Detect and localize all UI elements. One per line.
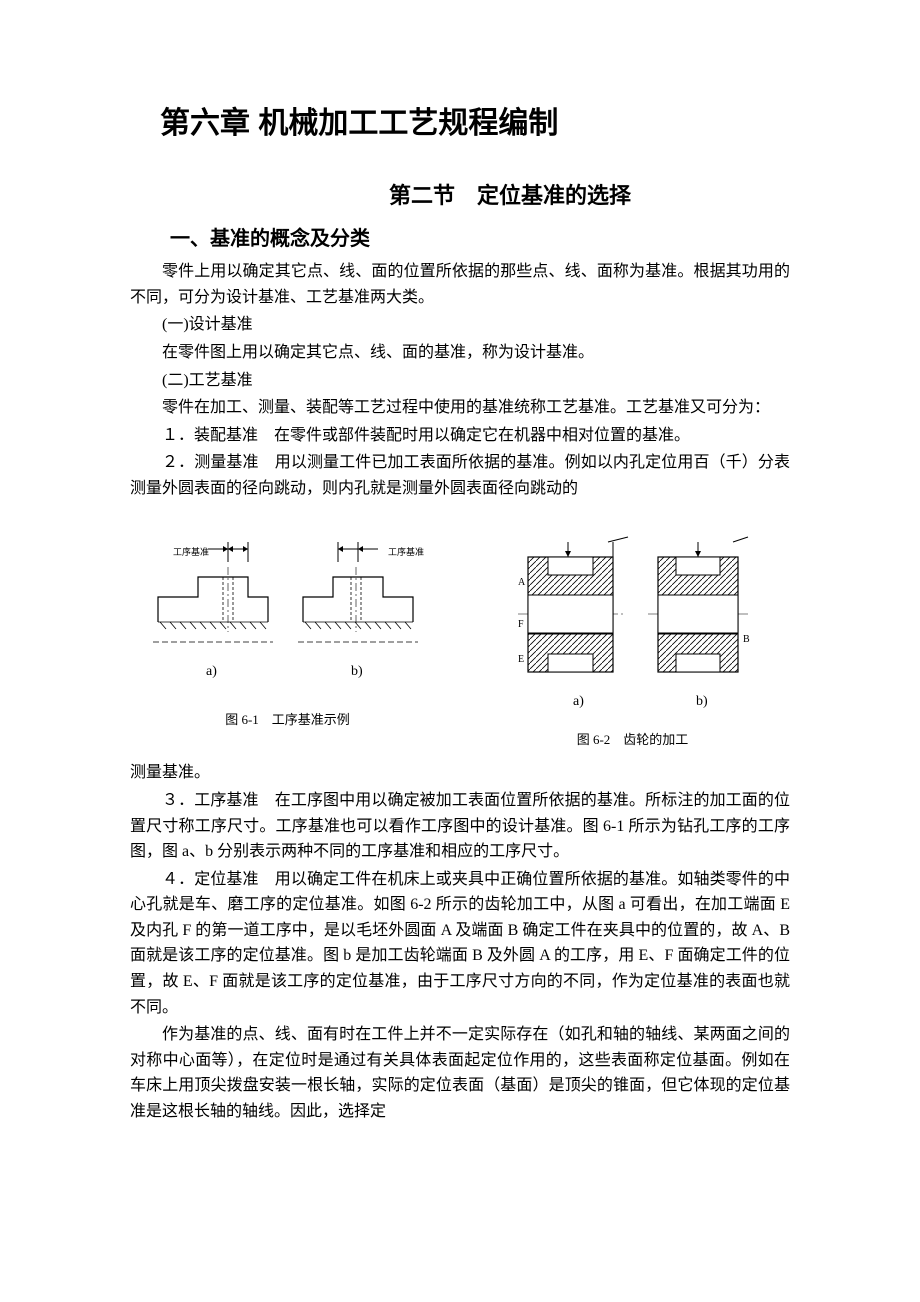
figure-6-1: 工序基准 xyxy=(130,527,445,751)
diagram-6-2: A F E a) B b) xyxy=(508,527,758,722)
para-7: ２．测量基准 用以测量工件已加工表面所依据的基准。例如以内孔定位用百（千）分表测… xyxy=(130,450,790,501)
svg-text:E: E xyxy=(518,654,524,665)
para-10: ４．定位基准 用以确定工件在机床上或夹具中正确位置所依据的基准。如轴类零件的中心… xyxy=(130,867,790,1021)
svg-text:F: F xyxy=(518,619,524,630)
para-4: (二)工艺基准 xyxy=(130,368,790,394)
figure-6-1-caption: 图 6-1 工序基准示例 xyxy=(225,710,350,731)
section-title: 第二节 定位基准的选择 xyxy=(230,178,790,213)
para-8: 测量基准。 xyxy=(130,760,790,786)
figures-row: 工序基准 xyxy=(130,527,790,751)
fig2-sub-a: a) xyxy=(573,694,584,709)
para-3: 在零件图上用以确定其它点、线、面的基准，称为设计基准。 xyxy=(130,340,790,366)
fig2-sub-b: b) xyxy=(696,694,708,709)
para-11: 作为基准的点、线、面有时在工件上并不一定实际存在（如孔和轴的轴线、某两面之间的对… xyxy=(130,1022,790,1124)
diagram-6-1: 工序基准 xyxy=(138,527,438,702)
svg-text:A: A xyxy=(518,577,526,588)
para-2: (一)设计基准 xyxy=(130,312,790,338)
subsection-title: 一、基准的概念及分类 xyxy=(170,223,790,255)
fig1-sub-a: a) xyxy=(206,664,217,679)
para-9: ３．工序基准 在工序图中用以确定被加工表面位置所依据的基准。所标注的加工面的位置… xyxy=(130,788,790,865)
para-6: １．装配基准 在零件或部件装配时用以确定它在机器中相对位置的基准。 xyxy=(130,423,790,449)
para-5: 零件在加工、测量、装配等工艺过程中使用的基准统称工艺基准。工艺基准又可分为： xyxy=(130,395,790,421)
fig1-label-right: 工序基准 xyxy=(388,546,424,557)
fig1-sub-b: b) xyxy=(351,664,363,679)
fig1-label-left: 工序基准 xyxy=(173,546,209,557)
chapter-title: 第六章 机械加工工艺规程编制 xyxy=(160,100,790,148)
figure-6-2: A F E a) B b) 图 6-2 齿轮的加 xyxy=(475,527,790,751)
svg-text:B: B xyxy=(743,634,750,645)
figure-6-2-caption: 图 6-2 齿轮的加工 xyxy=(577,730,689,751)
para-1: 零件上用以确定其它点、线、面的位置所依据的那些点、线、面称为基准。根据其功用的不… xyxy=(130,259,790,310)
